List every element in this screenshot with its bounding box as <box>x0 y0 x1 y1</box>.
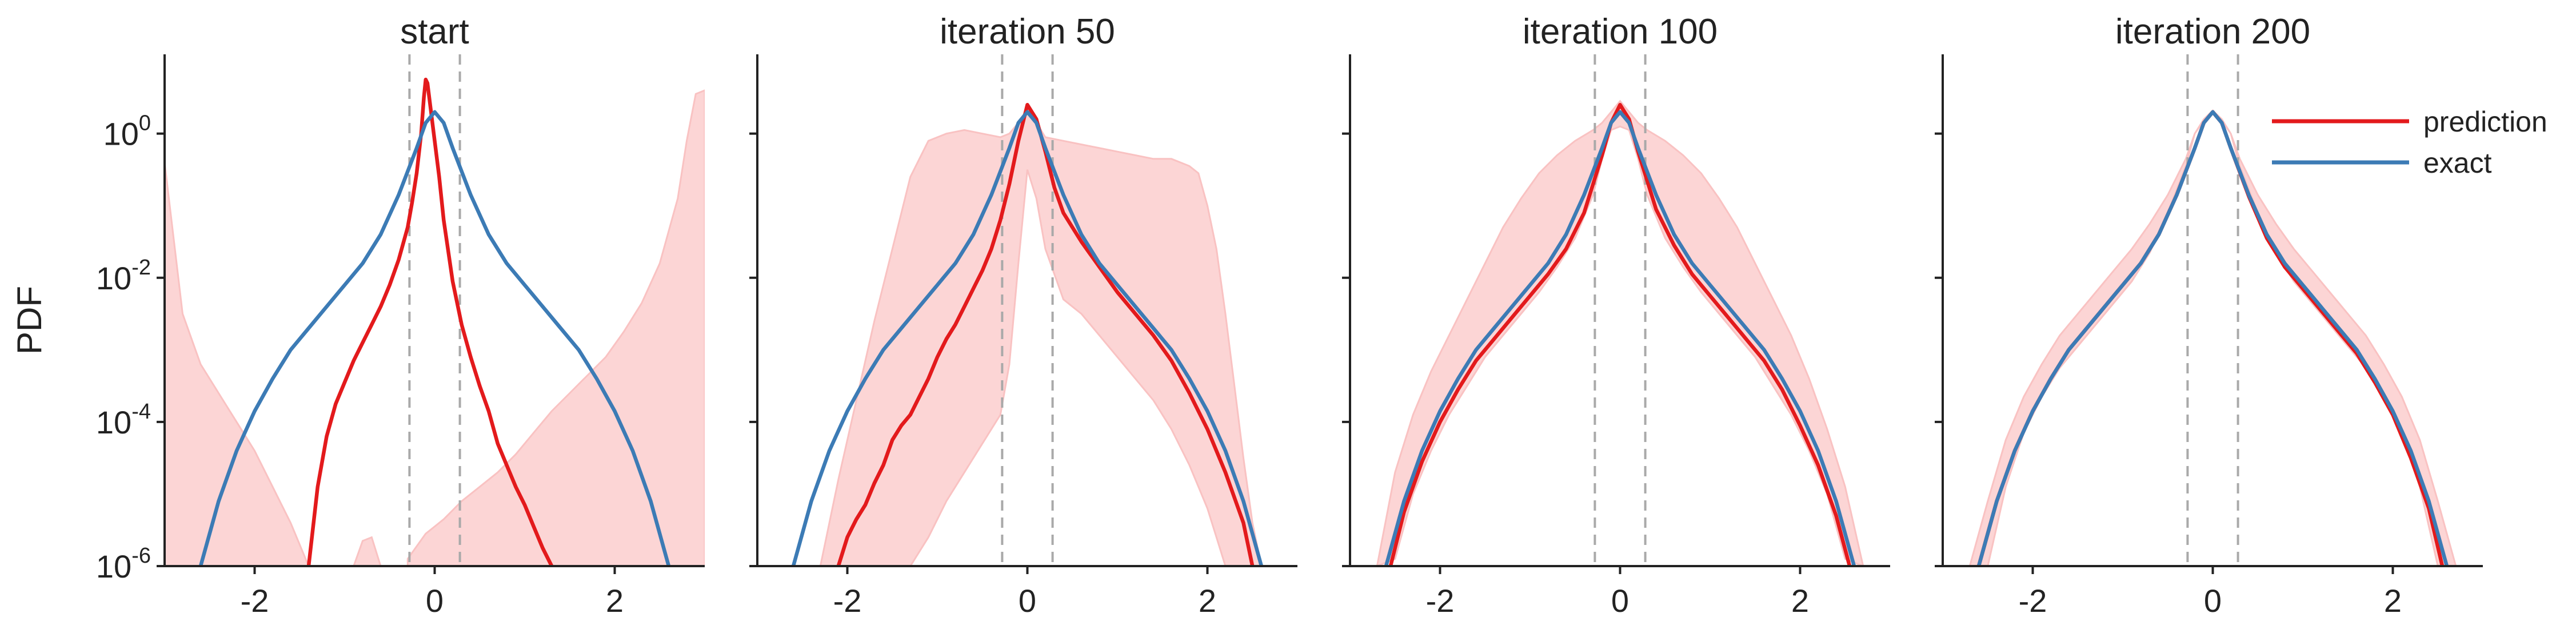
x-tick-label: 0 <box>1019 583 1036 619</box>
series-exact <box>791 110 1264 566</box>
uncertainty-band <box>406 89 705 566</box>
y-tick-label: 100 <box>103 112 151 152</box>
panel-3: -2 0 2 iteration 100 <box>1342 12 1890 619</box>
x-tick-label: 0 <box>1611 583 1629 619</box>
series-exact <box>1976 110 2449 566</box>
plot-area <box>165 54 705 566</box>
legend-label-exact: exact <box>2423 147 2492 179</box>
panels: -2 0 2 100 10-2 10-4 10-6 start -2 0 2 iteration 50… <box>96 12 2483 619</box>
panel-title: iteration 50 <box>940 12 1115 51</box>
y-tick-label: 10-4 <box>96 400 151 440</box>
x-tick-label: 0 <box>426 583 444 619</box>
series-prediction <box>836 102 1255 566</box>
x-tick-label: -2 <box>833 583 862 619</box>
panel-title: iteration 200 <box>2115 12 2310 51</box>
panel-title: start <box>400 12 469 51</box>
legend-label-prediction: prediction <box>2423 106 2547 138</box>
x-tick-label: 2 <box>606 583 624 619</box>
uncertainty-band <box>1376 99 1864 566</box>
plot-area <box>1968 54 2457 566</box>
series-prediction <box>306 77 554 566</box>
uncertainty-band <box>165 162 310 566</box>
uncertainty-band <box>1968 109 2457 566</box>
uncertainty-band <box>819 106 1263 566</box>
x-tick-label: -2 <box>241 583 269 619</box>
y-tick-label: 10-6 <box>96 544 151 584</box>
x-tick-label: 2 <box>2384 583 2402 619</box>
x-tick-label: 2 <box>1199 583 1216 619</box>
x-tick-label: -2 <box>2019 583 2047 619</box>
panel-2: -2 0 2 iteration 50 <box>749 12 1297 619</box>
series-prediction <box>1976 110 2445 566</box>
panel-4: -2 0 2 iteration 200 <box>1935 12 2483 619</box>
x-tick-label: 2 <box>1791 583 1809 619</box>
series-exact <box>198 110 671 566</box>
uncertainty-band <box>353 536 382 566</box>
y-tick-label: 10-2 <box>96 256 151 296</box>
plot-area <box>1376 54 1864 566</box>
legend: prediction exact <box>2272 106 2547 179</box>
panel-1: -2 0 2 100 10-2 10-4 10-6 start <box>96 12 705 619</box>
x-tick-label: -2 <box>1426 583 1455 619</box>
y-axis-label: PDF <box>10 286 49 355</box>
plot-area <box>791 54 1264 566</box>
panel-title: iteration 100 <box>1523 12 1718 51</box>
series-exact <box>1384 110 1856 566</box>
series-prediction <box>1388 102 1852 566</box>
x-tick-label: 0 <box>2204 583 2222 619</box>
